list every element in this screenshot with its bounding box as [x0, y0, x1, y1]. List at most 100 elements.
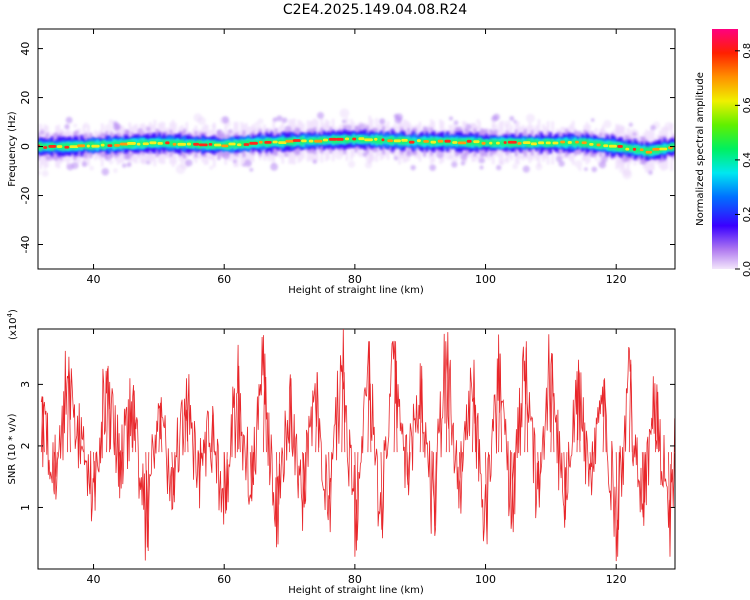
heatmap-speck: [509, 116, 515, 121]
heatmap-cell: [89, 141, 93, 150]
heatmap-speck: [365, 152, 375, 163]
heatmap-core-cell: [208, 142, 213, 146]
heatmap-speck: [103, 123, 114, 134]
heatmap-core-cell: [625, 147, 630, 151]
heatmap-core-cell: [596, 143, 601, 147]
heatmap-speck: [74, 130, 79, 135]
heatmap-cell: [587, 141, 591, 146]
spectrogram-panel: 40 60 80 100 120 -40 -20 0 20 40 Height of strai…: [7, 28, 676, 296]
heatmap-speck: [395, 113, 403, 121]
heatmap-core-cell: [668, 146, 673, 150]
snr-x-tick-label: 120: [606, 573, 627, 586]
heatmap-core-cell: [64, 145, 70, 149]
heatmap-core-cell: [538, 141, 545, 145]
heatmap-core-cell: [193, 142, 200, 146]
heatmap-speck: [603, 119, 612, 129]
heatmap-speck: [424, 127, 430, 132]
heatmap-cell: [185, 142, 189, 146]
heatmap-speck: [41, 169, 49, 177]
heatmap-core-cell: [278, 141, 287, 145]
heatmap-cell: [571, 140, 575, 146]
colorbar-ticks: 0.0 0.2 0.4 0.6 0.8: [735, 43, 750, 277]
heatmap-speck: [257, 118, 264, 125]
colorbar-tick-label: 0.6: [742, 97, 750, 113]
heatmap-speck: [628, 122, 633, 127]
heatmap-speck: [39, 130, 45, 135]
heatmap-core-cell: [473, 140, 480, 144]
heatmap-cell: [631, 147, 635, 151]
heatmap-speck: [73, 123, 78, 128]
heatmap-core-cell: [48, 145, 57, 148]
heatmap-cell: [427, 138, 431, 145]
heatmap-core-cell: [567, 141, 572, 144]
heatmap-core-cell: [489, 141, 493, 145]
heatmap-speck: [122, 163, 127, 168]
colorbar-tick-label: 0.4: [742, 152, 750, 168]
heatmap-core-cell: [603, 144, 609, 148]
heatmap-core-cell: [308, 139, 314, 143]
snr-y-ticks: 1 2 3: [19, 381, 675, 511]
heatmap-speck: [513, 119, 517, 124]
heatmap-core-cell: [77, 144, 86, 148]
heatmap-speck: [460, 153, 468, 161]
heatmap-core-cell: [659, 147, 668, 151]
heatmap-speck: [251, 126, 258, 133]
svg-text:(x104): (x104): [6, 309, 19, 340]
spectrogram-x-tick-label: 40: [87, 273, 101, 286]
heatmap-speck: [249, 167, 254, 172]
heatmap-core-cell: [552, 141, 559, 145]
heatmap-speck: [451, 161, 458, 168]
heatmap-cell: [487, 140, 491, 145]
colorbar-tick-label: 0.8: [742, 43, 750, 59]
heatmap-core-cell: [258, 140, 263, 144]
heatmap-cell: [420, 139, 424, 145]
heatmap-speck: [83, 122, 89, 128]
snr-peaks: [40, 329, 675, 557]
spectrogram-x-tick-label: 120: [606, 273, 627, 286]
heatmap-core-cell: [545, 141, 551, 145]
snr-y-label: SNR (10 * v/v): [7, 413, 18, 484]
colorbar-label: Normalized spectral amplitude: [695, 72, 706, 226]
heatmap-core-cell: [393, 139, 401, 143]
heatmap-cell: [434, 139, 438, 145]
heatmap-cell: [500, 139, 504, 147]
spectrogram-y-tick-label: 20: [19, 91, 32, 105]
heatmap-cell: [112, 142, 116, 148]
heatmap-core-cell: [149, 141, 157, 145]
heatmap-core-cell: [237, 143, 242, 147]
heatmap-speck: [406, 151, 412, 157]
heatmap-speck: [272, 117, 278, 122]
heatmap-speck: [222, 152, 230, 160]
snr-multiplier: (x104): [6, 309, 19, 340]
heatmap-cell: [478, 138, 481, 147]
heatmap-speck: [598, 161, 607, 169]
heatmap-core-cell: [352, 137, 357, 141]
heatmap-speck: [436, 150, 444, 159]
heatmap-core-cell: [374, 137, 378, 141]
heatmap-speck: [664, 121, 674, 131]
heatmap-cell: [384, 138, 388, 143]
heatmap-speck: [270, 162, 278, 171]
heatmap-speck: [345, 124, 353, 131]
heatmap-speck: [124, 129, 130, 135]
heatmap-speck: [460, 161, 466, 166]
heatmap-core-cell: [530, 142, 537, 146]
heatmap-speck: [410, 164, 416, 171]
heatmap-core-cell: [575, 140, 579, 144]
heatmap-core-cell: [249, 141, 258, 145]
heatmap-cell: [505, 140, 509, 146]
heatmap-speck: [475, 118, 481, 124]
heatmap-speck: [362, 151, 368, 157]
heatmap-speck: [591, 166, 598, 173]
heatmap-core-cell: [345, 137, 350, 141]
heatmap-speck: [535, 163, 543, 171]
heatmap-core-cell: [314, 139, 323, 143]
snr-x-ticks: 40 60 80 100 120: [87, 329, 627, 586]
heatmap-speck: [185, 159, 193, 167]
heatmap-cell: [629, 145, 632, 153]
heatmap-speck: [193, 113, 203, 122]
heatmap-cell: [327, 138, 331, 143]
heatmap-core-cell: [589, 142, 594, 146]
heatmap-core-cell: [560, 140, 566, 144]
heatmap-speck: [339, 108, 350, 119]
